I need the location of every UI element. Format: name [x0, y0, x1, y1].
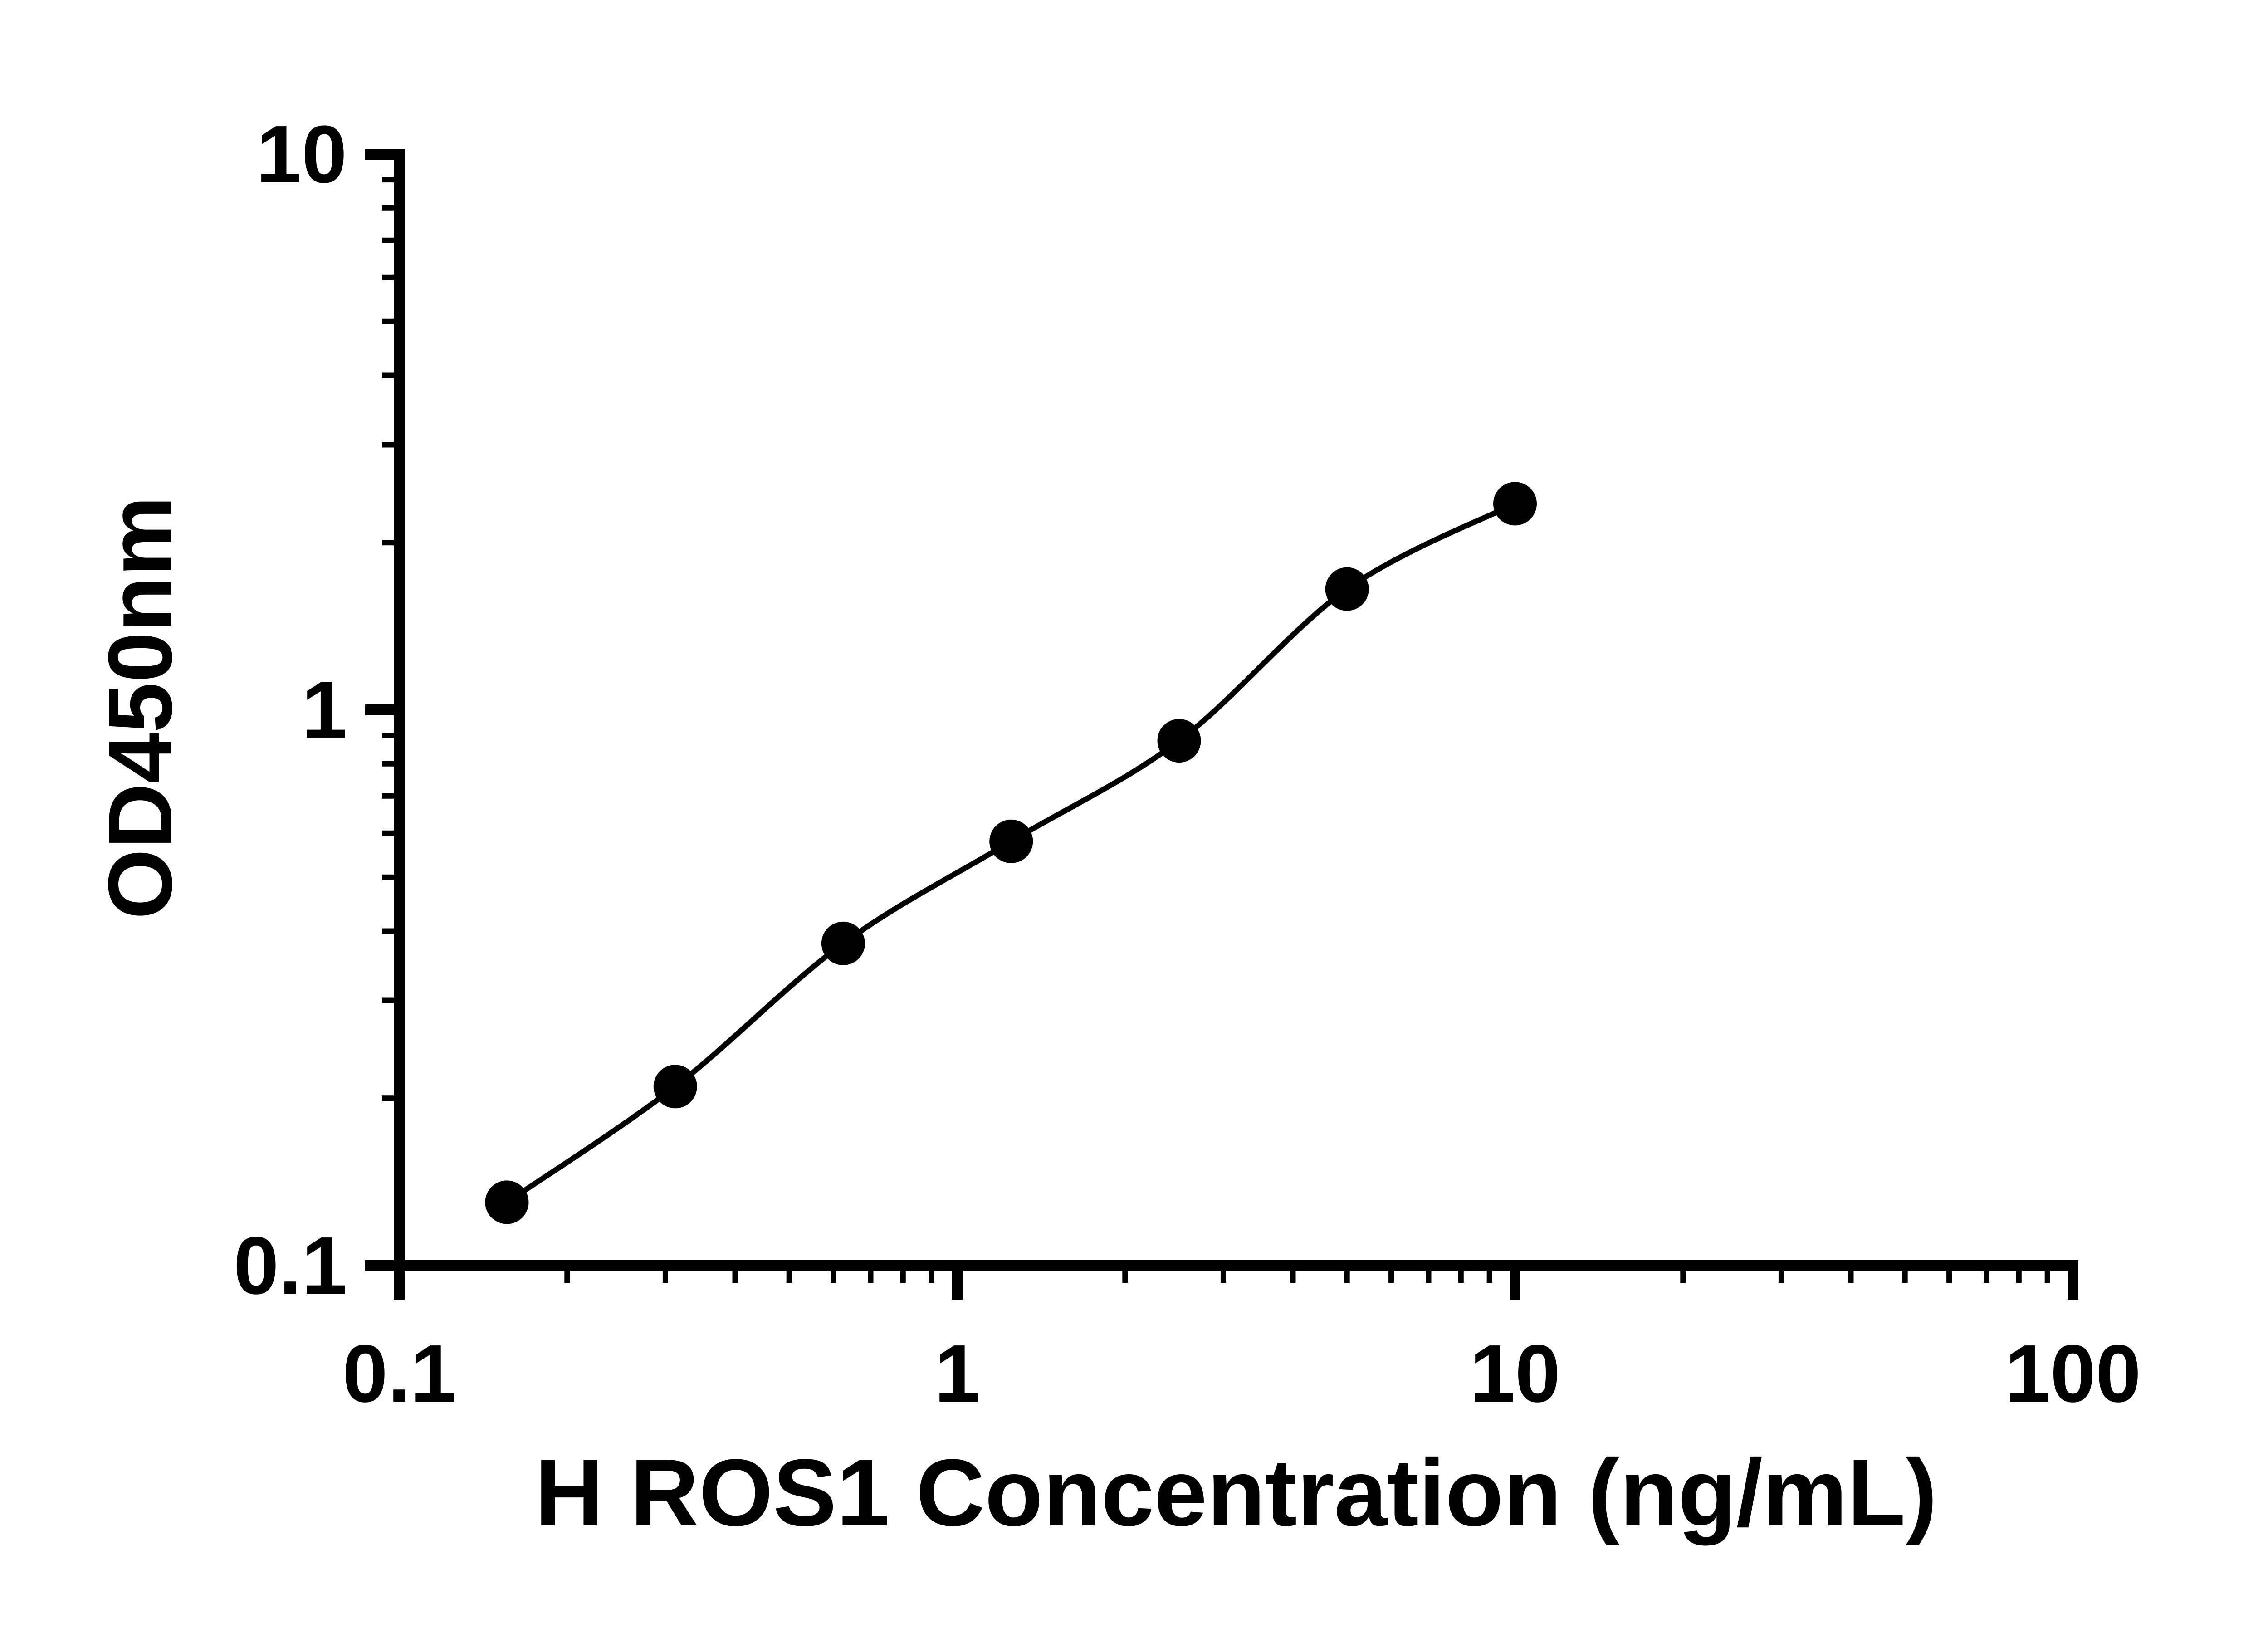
- data-point: [989, 819, 1033, 863]
- x-tick-label: 0.1: [342, 1328, 456, 1419]
- axis-frame: [394, 149, 2078, 1271]
- x-tick-label: 10: [1470, 1328, 1560, 1419]
- data-point: [485, 1180, 529, 1224]
- x-tick-label: 1: [934, 1328, 980, 1419]
- data-point: [1325, 567, 1369, 611]
- y-tick-label: 10: [256, 109, 347, 200]
- data-point: [821, 921, 865, 965]
- data-point: [653, 1065, 697, 1109]
- data-point: [1157, 719, 1201, 763]
- y-axis-title: OD450nm: [90, 496, 191, 919]
- y-tick-label: 0.1: [234, 1220, 347, 1311]
- x-tick-label: 100: [2005, 1328, 2141, 1419]
- data-point: [1493, 482, 1537, 526]
- y-tick-label: 1: [302, 665, 347, 756]
- x-axis-title: H ROS1 Concentration (ng/mL): [535, 1439, 1937, 1546]
